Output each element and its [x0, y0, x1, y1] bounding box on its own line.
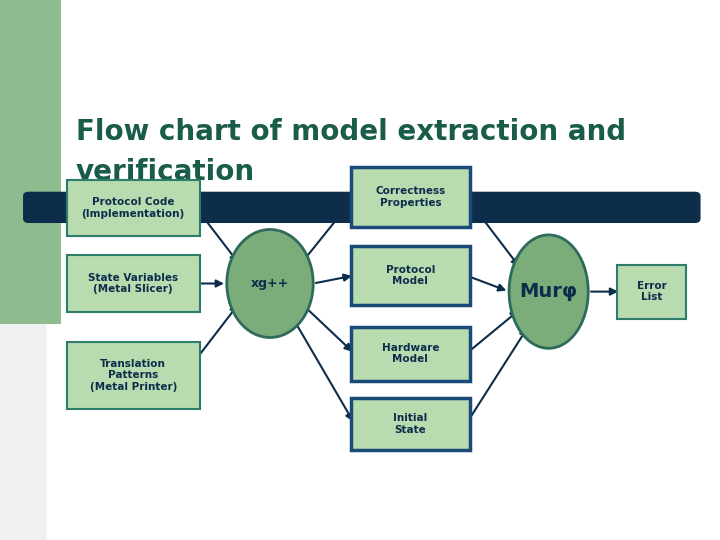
Text: Correctness
Properties: Correctness Properties: [375, 186, 446, 208]
Text: Hardware
Model: Hardware Model: [382, 343, 439, 364]
Text: Protocol
Model: Protocol Model: [386, 265, 435, 286]
Bar: [0, 0, 61, 324]
FancyBboxPatch shape: [351, 167, 469, 227]
Text: Murφ: Murφ: [520, 282, 577, 301]
FancyBboxPatch shape: [23, 192, 701, 223]
Text: Protocol Code
(Implementation): Protocol Code (Implementation): [81, 197, 185, 219]
FancyBboxPatch shape: [47, 0, 720, 540]
Text: Error
List: Error List: [636, 281, 667, 302]
Text: xg++: xg++: [251, 277, 289, 290]
FancyBboxPatch shape: [66, 179, 199, 237]
FancyBboxPatch shape: [66, 255, 199, 312]
FancyBboxPatch shape: [351, 327, 469, 381]
FancyBboxPatch shape: [351, 399, 469, 449]
FancyBboxPatch shape: [351, 246, 469, 305]
Ellipse shape: [227, 230, 313, 338]
FancyBboxPatch shape: [66, 342, 199, 409]
FancyBboxPatch shape: [618, 265, 685, 319]
Text: Translation
Patterns
(Metal Printer): Translation Patterns (Metal Printer): [89, 359, 177, 392]
Ellipse shape: [509, 235, 588, 348]
Text: State Variables
(Metal Slicer): State Variables (Metal Slicer): [88, 273, 179, 294]
Text: Initial
State: Initial State: [393, 413, 428, 435]
Text: Flow chart of model extraction and: Flow chart of model extraction and: [76, 118, 626, 146]
Text: verification: verification: [76, 158, 255, 186]
